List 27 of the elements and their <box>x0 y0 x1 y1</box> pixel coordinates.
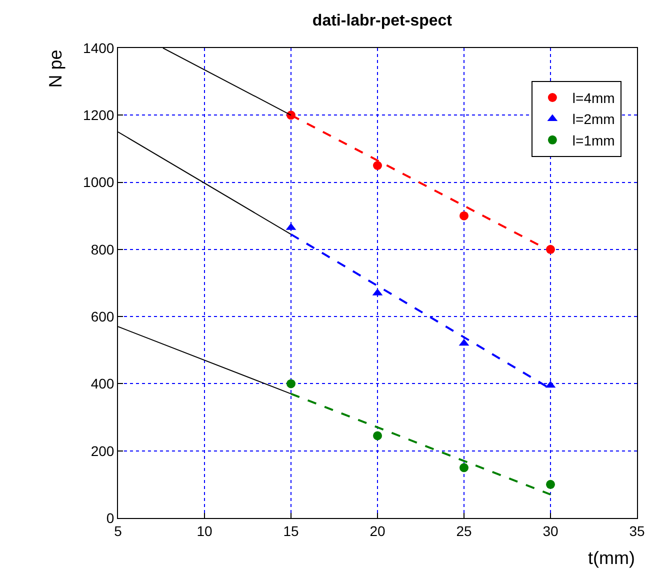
x-tick-label: 35 <box>629 522 645 539</box>
y-tick-label: 0 <box>106 510 114 526</box>
x-tick-label: 25 <box>456 522 472 539</box>
point <box>460 211 468 220</box>
x-tick-label: 30 <box>542 522 558 539</box>
point <box>286 379 296 388</box>
y-tick-label: 1200 <box>83 107 114 124</box>
chart-title: dati-labr-pet-spect <box>312 12 453 30</box>
point <box>460 463 468 472</box>
x-tick-label: 15 <box>283 522 299 539</box>
point <box>373 431 382 440</box>
legend-label: l=2mm <box>572 111 615 128</box>
y-tick-label: 200 <box>90 442 114 459</box>
x-tick-label: 20 <box>370 522 386 539</box>
x-axis-title: t(mm) <box>588 548 635 568</box>
legend-label: l=4mm <box>572 90 615 106</box>
x-tick-label: 10 <box>196 522 212 539</box>
y-axis-title: N pe <box>46 50 66 88</box>
x-tick-label: 5 <box>114 522 122 539</box>
y-tick-label: 600 <box>90 308 114 324</box>
y-tick-label: 800 <box>90 241 114 258</box>
y-tick-label: 1400 <box>83 40 114 56</box>
y-tick-label: 1000 <box>83 174 114 190</box>
point <box>373 161 382 170</box>
y-tick-label: 400 <box>90 376 114 392</box>
point <box>546 480 555 489</box>
legend-label: l=1mm <box>572 132 615 148</box>
